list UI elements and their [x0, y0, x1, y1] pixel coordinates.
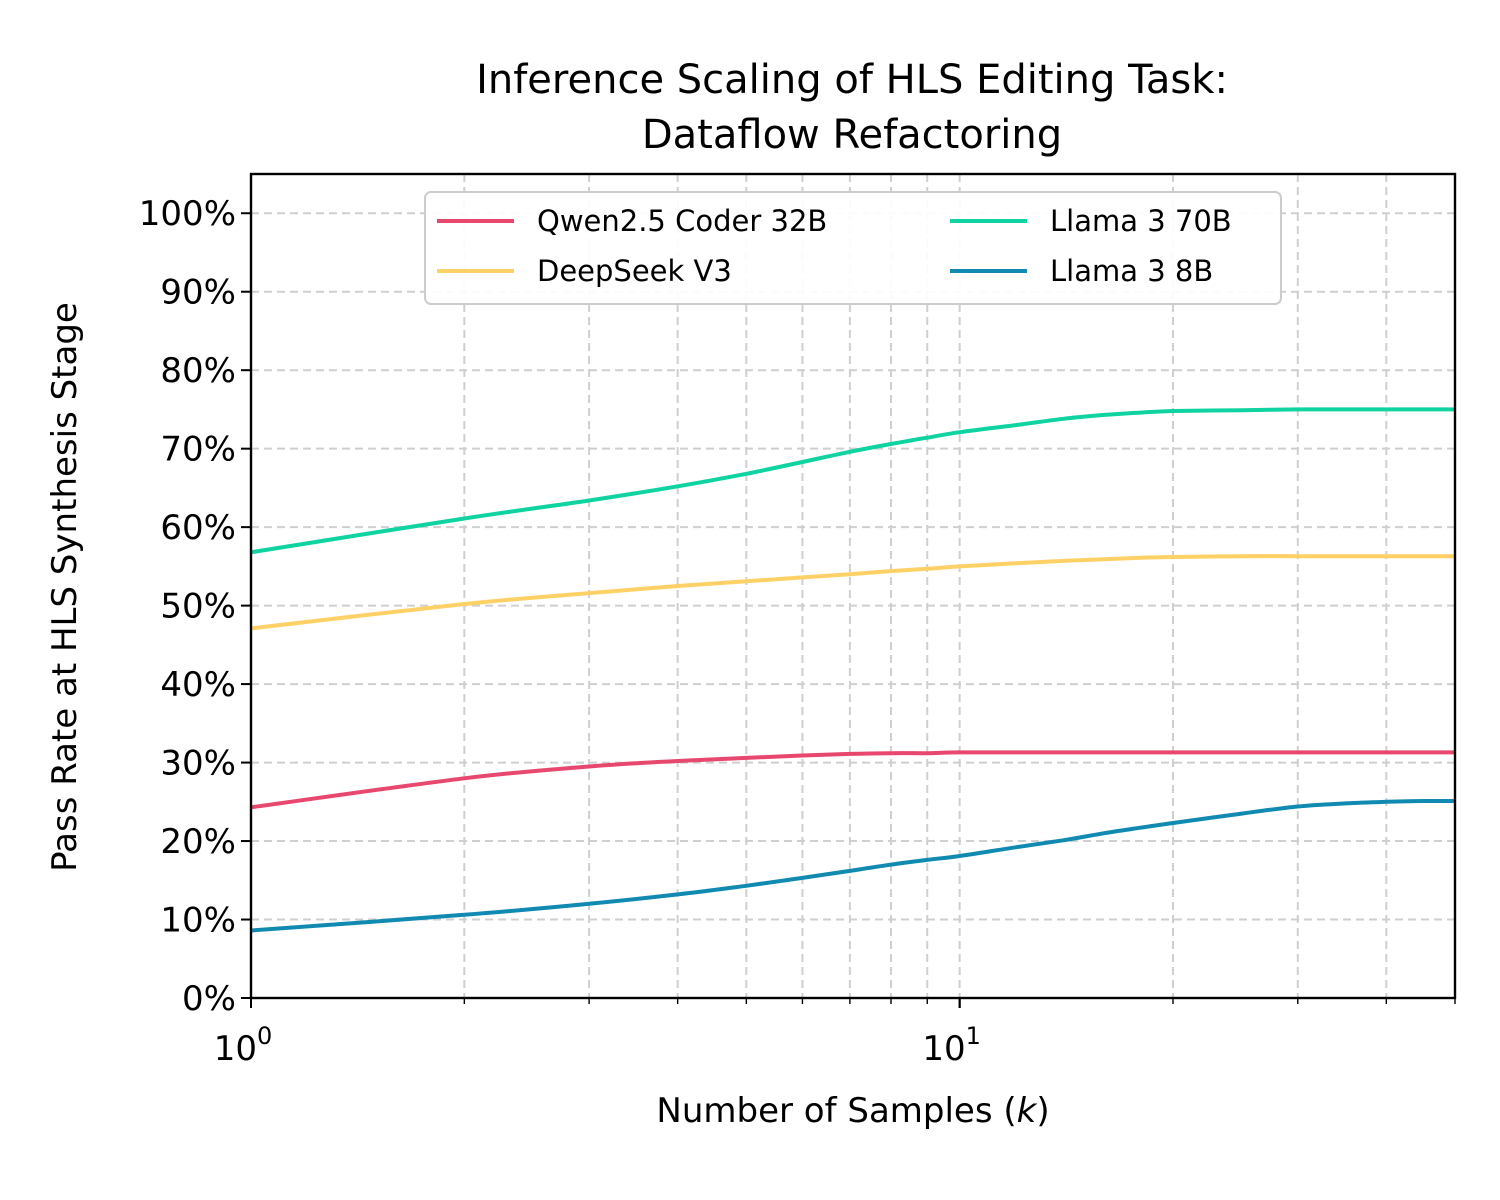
y-tick-label: 40%: [160, 665, 236, 705]
x-tick-label: 101: [922, 1022, 981, 1069]
legend-label: Qwen2.5 Coder 32B: [537, 204, 827, 238]
series-line-llama-3-70b: [250, 407, 1455, 555]
y-tick-label: 0%: [182, 979, 236, 1019]
legend-frame: [424, 191, 1282, 305]
chart-title: Inference Scaling of HLS Editing Task:: [476, 57, 1228, 103]
legend-item-llama-3-8b: Llama 3 8B: [950, 254, 1213, 288]
y-tick-label: 90%: [160, 273, 236, 313]
legend-item-qwen2-5-coder-32b: Qwen2.5 Coder 32B: [437, 204, 827, 238]
legend: Qwen2.5 Coder 32B DeepSeek V3 Llama 3 70B L…: [424, 191, 1282, 305]
legend-label: Llama 3 8B: [1050, 254, 1213, 288]
x-tick-label: 100: [214, 1022, 273, 1069]
y-tick-label: 70%: [160, 430, 236, 470]
y-tick-label: 10%: [160, 901, 236, 941]
y-tick-label: 20%: [160, 822, 236, 862]
y-tick-label: 80%: [160, 351, 236, 391]
x-axis-label: Number of Samples (k): [656, 1091, 1049, 1131]
legend-item-llama-3-70b: Llama 3 70B: [950, 204, 1232, 238]
y-tick-label: 30%: [160, 744, 236, 784]
y-axis-label: Pass Rate at HLS Synthesis Stage: [45, 302, 85, 872]
axis-ticks: 0% 10% 20% 30% 40% 50% 60% 70% 80% 90% 100% 100 101: [139, 194, 1456, 1069]
y-tick-label: 60%: [160, 508, 236, 548]
y-tick-label: 100%: [139, 194, 236, 234]
series-line-llama-3-8b: [250, 798, 1456, 933]
series-line-qwen2-5-coder-32b: [250, 750, 1455, 810]
legend-label: DeepSeek V3: [537, 254, 732, 288]
series-line-deepseek-v3: [250, 554, 1455, 631]
chart-subtitle: Dataflow Refactoring: [642, 112, 1062, 158]
plot-area-frame: [249, 172, 1457, 1000]
series-lines: [250, 407, 1456, 933]
y-tick-label: 50%: [160, 587, 236, 627]
legend-item-deepseek-v3: DeepSeek V3: [437, 254, 732, 288]
legend-label: Llama 3 70B: [1050, 204, 1232, 238]
